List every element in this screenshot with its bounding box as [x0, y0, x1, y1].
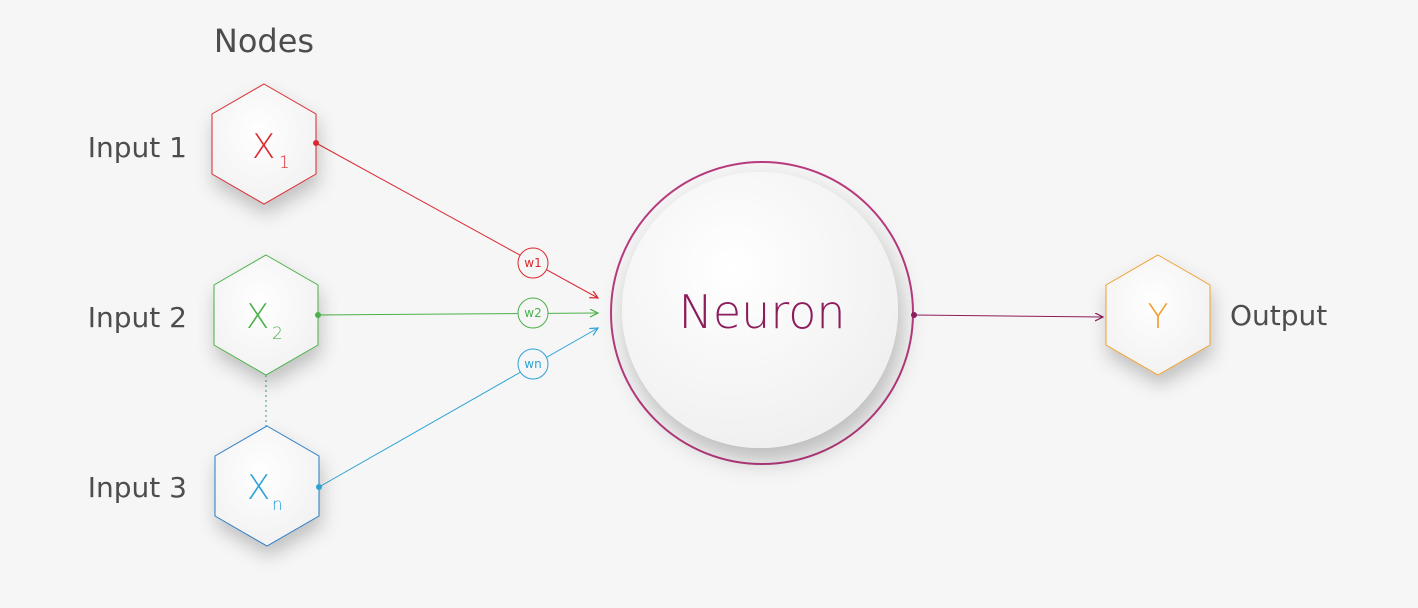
input-2-port: [315, 312, 321, 318]
edge-input-2: [317, 313, 598, 315]
input-2-subscript: 2: [272, 324, 283, 344]
output-label: Output: [1230, 299, 1327, 332]
edge-output: [914, 315, 1103, 317]
neuron-node: Neuron: [610, 161, 917, 465]
input-2-symbol: X: [246, 297, 269, 337]
edge-input-3: [318, 328, 598, 488]
input-3-label: Input 3: [88, 471, 187, 504]
input-node-2: X 2: [213, 254, 321, 376]
weight-w1: w1: [517, 247, 549, 279]
input-3-port: [316, 484, 322, 490]
weight-wn-label: wn: [524, 357, 541, 371]
weight-w1-label: w1: [524, 256, 541, 270]
input-1-symbol: X: [252, 127, 275, 167]
output-symbol: Y: [1148, 297, 1169, 337]
input-1-port: [313, 140, 319, 146]
neuron-output-port: [911, 312, 917, 318]
input-3-subscript: n: [272, 495, 283, 515]
input-1-label: Input 1: [88, 131, 187, 164]
neuron-body: [622, 172, 898, 448]
weight-w2: w2: [517, 297, 549, 329]
input-node-1: X 1: [211, 83, 319, 205]
weight-w2-label: w2: [524, 306, 541, 320]
nodes-title: Nodes: [214, 22, 314, 60]
edge-input-1: [315, 142, 598, 298]
weight-wn: wn: [517, 348, 549, 380]
input-2-label: Input 2: [88, 301, 187, 334]
input-3-symbol: X: [247, 468, 270, 508]
input-node-3: X n: [214, 425, 322, 547]
input-1-subscript: 1: [279, 153, 290, 173]
neuron-label: Neuron: [678, 285, 845, 339]
output-node: Y: [1105, 254, 1211, 376]
